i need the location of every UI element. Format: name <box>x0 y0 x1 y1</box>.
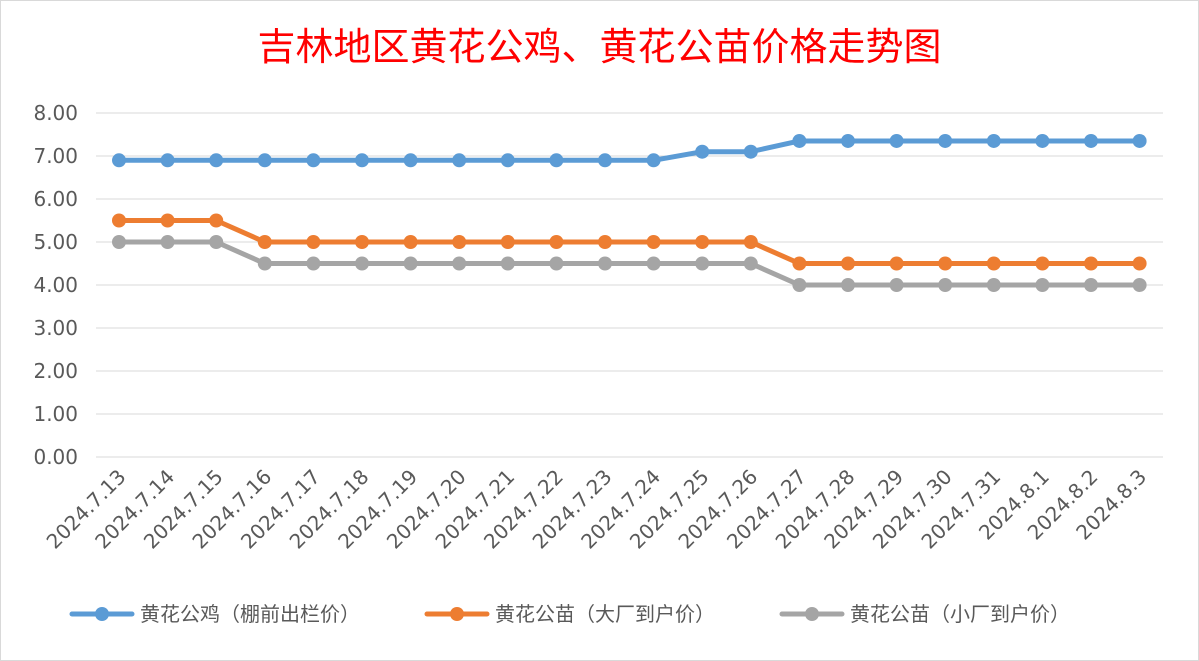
data-point <box>986 256 1001 271</box>
data-point <box>889 133 904 148</box>
data-point <box>1084 278 1098 292</box>
data-point <box>792 256 807 271</box>
y-tick-label: 8.00 <box>33 101 78 125</box>
data-point <box>598 153 612 168</box>
data-point <box>355 153 369 168</box>
data-point <box>257 235 272 249</box>
data-point <box>549 256 564 271</box>
data-point <box>257 256 272 271</box>
data-point <box>986 278 1001 292</box>
data-point <box>500 235 515 249</box>
data-point <box>403 256 418 271</box>
data-point <box>598 256 612 271</box>
data-point <box>209 213 224 228</box>
legend-marker <box>450 607 464 621</box>
data-point <box>938 256 953 271</box>
data-point <box>1132 278 1147 292</box>
series-line <box>116 138 1143 163</box>
data-point <box>355 256 369 271</box>
data-point <box>1084 256 1098 271</box>
y-axis-ticks: 0.00 1.00 2.00 3.00 4.00 5.00 6.00 7.00 8.00 <box>33 101 78 469</box>
chart-title: 吉林地区黄花公鸡、黄花公苗价格走势图 <box>257 25 942 69</box>
legend-label: 黄花公鸡（棚前出栏价） <box>140 602 360 626</box>
series-line <box>116 239 1143 288</box>
data-point <box>841 278 855 292</box>
data-point <box>403 153 418 168</box>
data-point <box>1035 278 1050 292</box>
data-point <box>160 213 175 228</box>
data-point <box>112 153 126 168</box>
data-point <box>743 256 758 271</box>
y-tick-label: 2.00 <box>33 359 78 383</box>
data-point <box>306 235 321 249</box>
data-point <box>743 144 758 159</box>
data-point <box>112 213 126 228</box>
data-point <box>355 235 369 249</box>
series-line <box>116 218 1143 266</box>
data-point <box>549 235 564 249</box>
legend-label: 黄花公苗（小厂到户价） <box>850 602 1070 626</box>
data-point <box>695 235 710 249</box>
legend-marker <box>95 607 109 621</box>
data-point <box>549 153 564 168</box>
data-point <box>452 153 467 168</box>
data-point <box>841 133 855 148</box>
y-tick-label: 1.00 <box>33 402 78 426</box>
data-point <box>646 256 661 271</box>
data-point <box>1132 133 1147 148</box>
data-point <box>646 235 661 249</box>
data-point <box>160 153 175 168</box>
data-point <box>112 235 126 249</box>
data-point <box>889 278 904 292</box>
data-point <box>938 133 953 148</box>
data-point <box>792 133 807 148</box>
data-point <box>1035 133 1050 148</box>
data-point <box>452 256 467 271</box>
y-tick-label: 6.00 <box>33 187 78 211</box>
data-point <box>209 153 224 168</box>
y-tick-label: 0.00 <box>33 445 78 469</box>
data-point <box>1084 133 1098 148</box>
legend-label: 黄花公苗（大厂到户价） <box>495 602 715 626</box>
data-point <box>500 256 515 271</box>
data-point <box>986 133 1001 148</box>
y-tick-label: 7.00 <box>33 144 78 168</box>
data-point <box>1132 256 1147 271</box>
data-point <box>743 235 758 249</box>
data-point <box>938 278 953 292</box>
legend-marker <box>805 607 819 621</box>
data-point <box>792 278 807 292</box>
y-tick-label: 5.00 <box>33 230 78 254</box>
data-point <box>889 256 904 271</box>
data-point <box>306 256 321 271</box>
x-axis-ticks: 2024.7.132024.7.142024.7.152024.7.162024… <box>42 465 1152 554</box>
data-point <box>841 256 855 271</box>
data-point <box>306 153 321 168</box>
data-point <box>1035 256 1050 271</box>
data-point <box>646 153 661 168</box>
y-tick-label: 4.00 <box>33 273 78 297</box>
data-point <box>257 153 272 168</box>
y-tick-label: 3.00 <box>33 316 78 340</box>
data-point <box>598 235 612 249</box>
series-group <box>112 133 1147 292</box>
data-point <box>695 256 710 271</box>
data-point <box>452 235 467 249</box>
data-point <box>500 153 515 168</box>
legend: 黄花公鸡（棚前出栏价） 黄花公苗（大厂到户价） 黄花公苗（小厂到户价） <box>69 602 1070 626</box>
data-point <box>403 235 418 249</box>
data-point <box>209 235 224 249</box>
data-point <box>695 144 710 159</box>
data-point <box>160 235 175 249</box>
